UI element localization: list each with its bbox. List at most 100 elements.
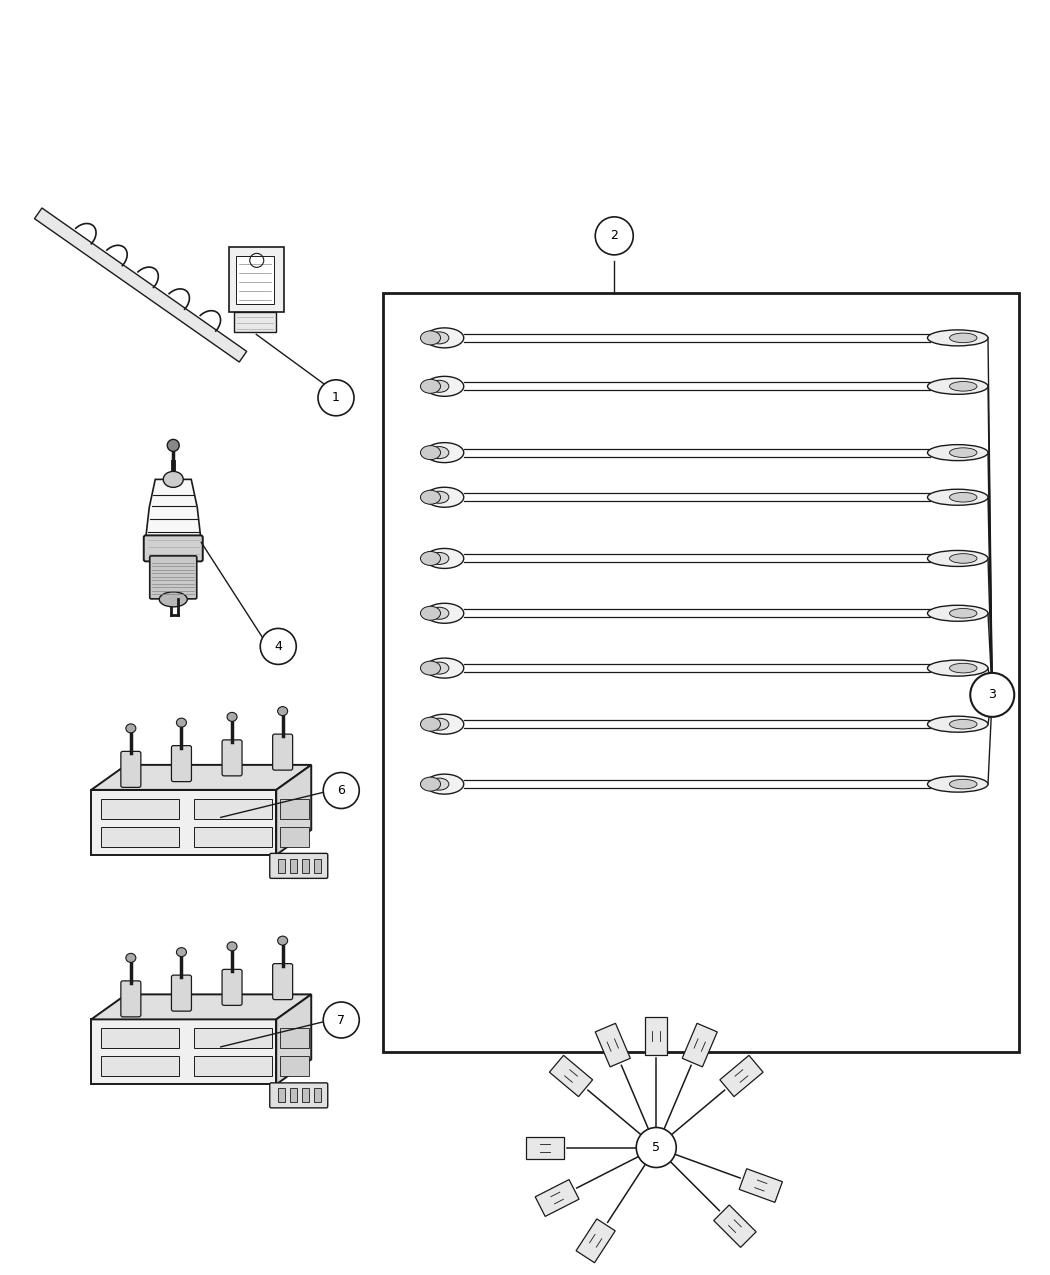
Bar xyxy=(194,1029,272,1048)
Ellipse shape xyxy=(429,491,449,504)
Bar xyxy=(194,799,272,819)
Bar xyxy=(229,247,284,312)
Polygon shape xyxy=(145,479,202,542)
Ellipse shape xyxy=(425,774,464,794)
Bar xyxy=(101,827,180,847)
Ellipse shape xyxy=(927,490,988,505)
Ellipse shape xyxy=(927,379,988,394)
Ellipse shape xyxy=(420,446,441,459)
Circle shape xyxy=(970,673,1014,717)
Bar xyxy=(280,1057,310,1076)
FancyBboxPatch shape xyxy=(222,740,243,776)
Ellipse shape xyxy=(927,330,988,346)
FancyBboxPatch shape xyxy=(150,556,196,599)
Ellipse shape xyxy=(420,718,441,731)
Polygon shape xyxy=(714,1205,756,1247)
Circle shape xyxy=(260,629,296,664)
Polygon shape xyxy=(91,765,311,790)
Ellipse shape xyxy=(429,778,449,790)
Ellipse shape xyxy=(927,717,988,732)
Bar xyxy=(280,1029,310,1048)
Ellipse shape xyxy=(429,662,449,674)
Ellipse shape xyxy=(425,548,464,569)
Bar xyxy=(234,312,276,333)
Ellipse shape xyxy=(126,954,135,963)
Ellipse shape xyxy=(949,663,977,673)
Ellipse shape xyxy=(425,376,464,397)
FancyBboxPatch shape xyxy=(171,746,191,782)
Bar xyxy=(302,1089,310,1103)
Ellipse shape xyxy=(227,942,237,951)
Ellipse shape xyxy=(927,551,988,566)
Bar xyxy=(101,1029,180,1048)
Ellipse shape xyxy=(163,472,184,487)
Polygon shape xyxy=(91,994,311,1020)
Circle shape xyxy=(595,217,633,255)
Polygon shape xyxy=(576,1219,615,1262)
Ellipse shape xyxy=(277,706,288,715)
Bar xyxy=(278,1089,286,1103)
Ellipse shape xyxy=(429,446,449,459)
Bar xyxy=(314,1089,321,1103)
Bar xyxy=(101,1057,180,1076)
Circle shape xyxy=(323,773,359,808)
Ellipse shape xyxy=(420,332,441,344)
Text: 2: 2 xyxy=(610,230,618,242)
Ellipse shape xyxy=(420,380,441,393)
Polygon shape xyxy=(595,1024,630,1067)
Bar xyxy=(383,293,1018,1052)
Ellipse shape xyxy=(126,724,135,733)
Ellipse shape xyxy=(927,776,988,792)
Polygon shape xyxy=(720,1056,763,1096)
FancyBboxPatch shape xyxy=(171,975,191,1011)
Bar xyxy=(290,1089,297,1103)
Bar xyxy=(314,859,321,873)
Ellipse shape xyxy=(425,442,464,463)
Polygon shape xyxy=(536,1179,579,1216)
Ellipse shape xyxy=(160,592,187,607)
Polygon shape xyxy=(682,1024,717,1067)
FancyBboxPatch shape xyxy=(270,1082,328,1108)
Bar xyxy=(101,799,180,819)
Ellipse shape xyxy=(927,445,988,460)
FancyBboxPatch shape xyxy=(144,536,203,561)
Ellipse shape xyxy=(227,713,237,722)
Ellipse shape xyxy=(949,448,977,458)
Text: 1: 1 xyxy=(332,391,340,404)
Ellipse shape xyxy=(429,332,449,344)
Polygon shape xyxy=(739,1169,782,1202)
Bar xyxy=(302,859,310,873)
FancyBboxPatch shape xyxy=(222,969,243,1006)
Ellipse shape xyxy=(949,381,977,391)
Ellipse shape xyxy=(420,552,441,565)
Ellipse shape xyxy=(176,947,187,956)
Circle shape xyxy=(636,1127,676,1168)
Ellipse shape xyxy=(420,778,441,790)
Polygon shape xyxy=(549,1056,592,1096)
Ellipse shape xyxy=(420,491,441,504)
Ellipse shape xyxy=(429,607,449,620)
Ellipse shape xyxy=(927,606,988,621)
Bar xyxy=(194,1057,272,1076)
Ellipse shape xyxy=(277,936,288,945)
Polygon shape xyxy=(35,208,247,362)
Polygon shape xyxy=(526,1136,564,1159)
Ellipse shape xyxy=(425,714,464,734)
Circle shape xyxy=(323,1002,359,1038)
Ellipse shape xyxy=(176,718,187,727)
Circle shape xyxy=(318,380,354,416)
Bar xyxy=(290,859,297,873)
Ellipse shape xyxy=(949,492,977,502)
FancyBboxPatch shape xyxy=(273,964,293,1000)
Ellipse shape xyxy=(949,608,977,618)
Ellipse shape xyxy=(949,333,977,343)
Text: 4: 4 xyxy=(274,640,282,653)
Ellipse shape xyxy=(927,660,988,676)
Text: 6: 6 xyxy=(337,784,345,797)
Ellipse shape xyxy=(949,553,977,564)
Polygon shape xyxy=(276,994,311,1084)
Bar xyxy=(91,790,276,854)
Ellipse shape xyxy=(949,779,977,789)
Bar xyxy=(236,256,274,305)
Ellipse shape xyxy=(420,607,441,620)
